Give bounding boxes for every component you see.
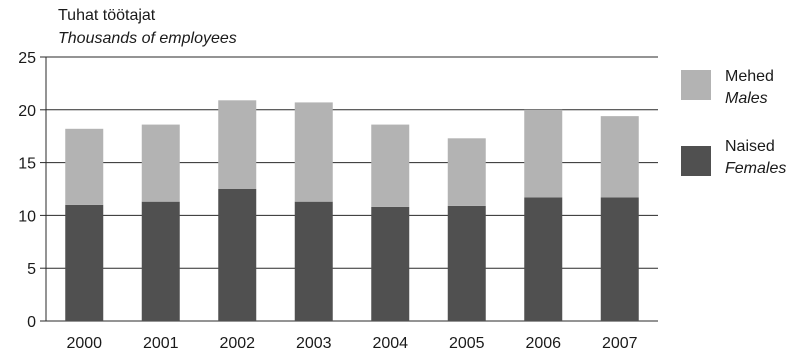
bar-2003-males [294,102,333,202]
bar-2002-females [218,189,257,321]
x-tick-label-2005: 2005 [449,335,485,351]
legend-label-males: Mehed [725,68,774,85]
legend-item-males: Mehed Males [681,66,799,126]
bar-2000-females [65,204,104,321]
bar-2007-males [600,116,639,198]
legend-label-males-en: Males [725,90,768,107]
y-tick-label-0: 0 [27,314,36,331]
legend-label-females: Naised [725,138,775,155]
y-tick-label-10: 10 [18,208,36,225]
bar-2002-males [218,100,257,189]
x-tick-label-2007: 2007 [602,335,638,351]
y-tick-label-15: 15 [18,156,36,173]
x-tick-label-2006: 2006 [525,335,561,351]
x-tick-label-2000: 2000 [66,335,102,351]
bar-2004-males [371,124,410,207]
bar-2000-males [65,128,104,205]
bar-2001-females [141,201,180,321]
bar-2004-females [371,206,410,321]
bar-2006-females [524,197,563,321]
y-axis-title-en: Thousands of employees [58,30,237,47]
y-axis-title: Tuhat töötajat [58,7,156,24]
bar-2001-males [141,124,180,202]
legend-item-females: Naised Females [681,136,799,196]
bar-2005-females [447,205,486,321]
bar-2005-males [447,138,486,206]
y-tick-label-25: 25 [18,50,36,67]
x-tick-label-2003: 2003 [296,335,332,351]
x-tick-label-2002: 2002 [219,335,255,351]
legend-swatch-females [681,146,711,176]
bar-2006-males [524,109,563,198]
y-tick-label-5: 5 [27,261,36,278]
x-tick-label-2004: 2004 [372,335,408,351]
legend-label-females-en: Females [725,160,787,177]
bar-2003-females [294,201,333,321]
y-tick-label-20: 20 [18,103,36,120]
legend-swatch-males [681,70,711,100]
bar-2007-females [600,197,639,321]
x-tick-label-2001: 2001 [143,335,179,351]
